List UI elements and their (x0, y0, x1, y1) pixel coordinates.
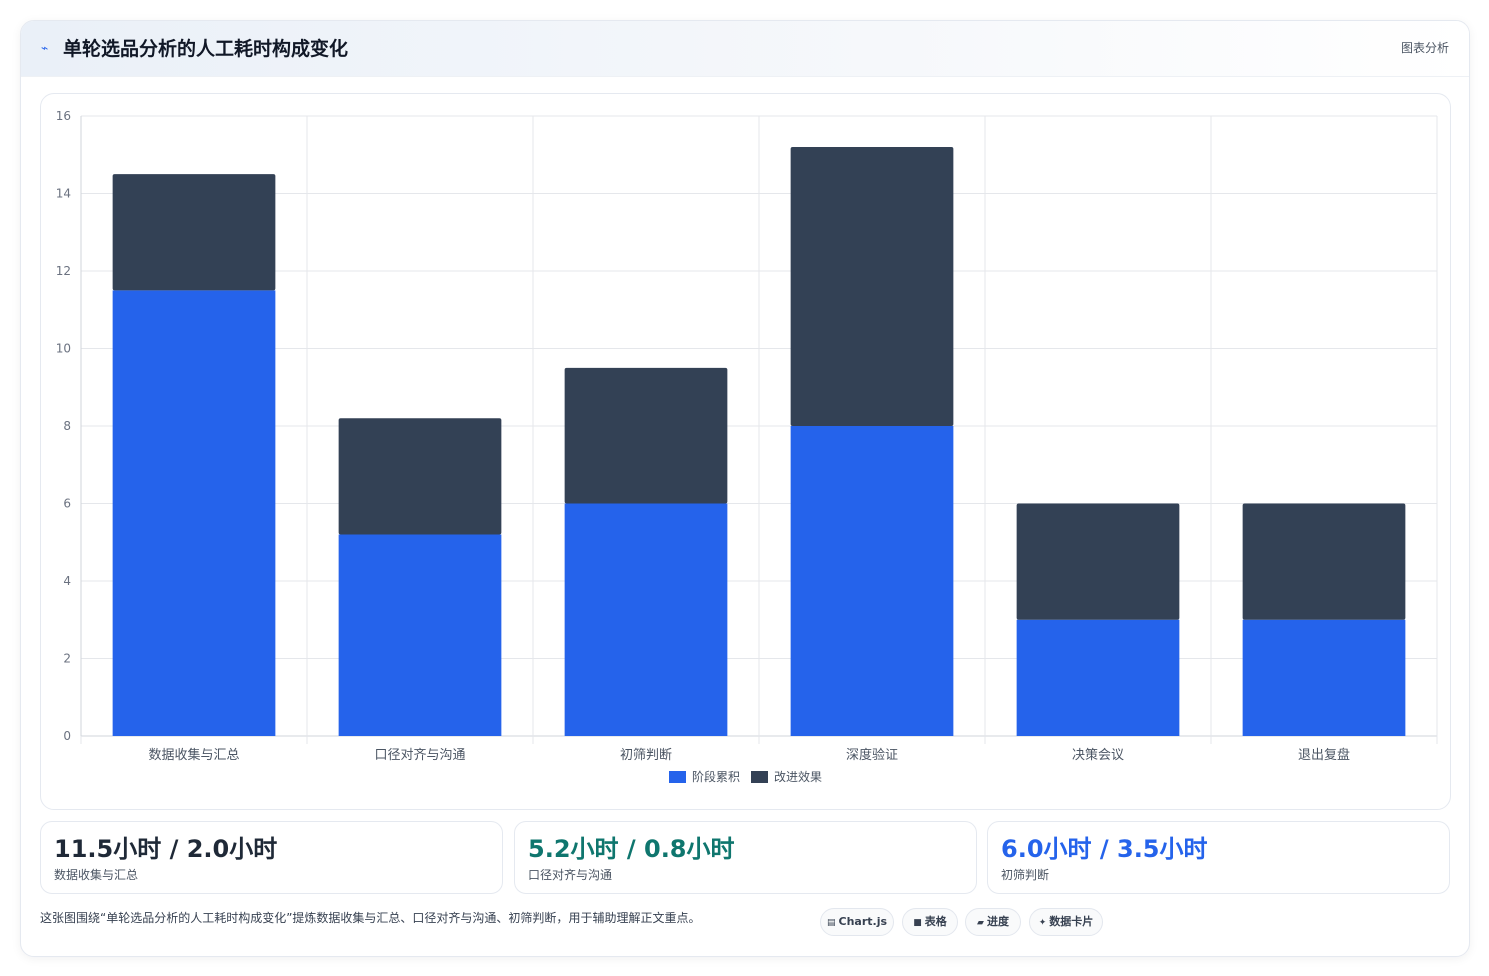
stat-label: 初筛判断 (1001, 868, 1050, 882)
stat-label: 口径对齐与沟通 (528, 868, 613, 882)
bar-segment (338, 534, 502, 736)
bar-segment (1016, 619, 1180, 736)
stat-label: 数据收集与汇总 (54, 868, 139, 882)
legend-swatch (669, 771, 686, 783)
bar-segment (564, 367, 728, 504)
stat-card-3: 6.0小时 / 3.5小时 初筛判断 (987, 821, 1450, 894)
chart-icon: ▤ (826, 918, 836, 928)
bar-segment (790, 147, 954, 426)
chip-data-card[interactable]: ✦ 数据卡片 (1029, 908, 1103, 936)
chip-label: 进度 (986, 915, 1009, 928)
chart-icon: ⌁ (41, 41, 49, 55)
legend-swatch (751, 771, 768, 783)
stat-card-1: 11.5小时 / 2.0小时 数据收集与汇总 (40, 821, 503, 894)
stat-value: 6.0小时 / 3.5小时 (1001, 835, 1208, 863)
y-tick-label: 2 (63, 652, 71, 666)
bar-segment (112, 290, 276, 736)
stat-value: 5.2小时 / 0.8小时 (528, 835, 735, 863)
stat-card-2: 5.2小时 / 0.8小时 口径对齐与沟通 (514, 821, 977, 894)
bar-segment (564, 503, 728, 736)
y-tick-label: 4 (63, 574, 71, 588)
x-tick-label: 口径对齐与沟通 (374, 747, 465, 763)
x-tick-label: 深度验证 (846, 747, 898, 763)
progress-icon: ▰ (977, 918, 984, 928)
y-tick-label: 12 (56, 264, 71, 278)
stat-value: 11.5小时 / 2.0小时 (54, 835, 278, 863)
sparkle-icon: ✦ (1038, 918, 1047, 928)
x-tick-label: 退出复盘 (1298, 747, 1350, 763)
chip-label: 表格 (924, 915, 947, 928)
chart-description: 这张图围绕“单轮选品分析的人工耗时构成变化”提炼数据收集与汇总、口径对齐与沟通、… (40, 911, 701, 925)
card-title: 单轮选品分析的人工耗时构成变化 (63, 38, 349, 60)
header-tag: 图表分析 (1400, 41, 1449, 55)
bar-segment (1242, 619, 1406, 736)
legend-label: 阶段累积 (692, 769, 740, 784)
x-tick-label: 数据收集与汇总 (148, 747, 239, 763)
legend-label: 改进效果 (774, 769, 822, 784)
y-tick-label: 10 (56, 342, 71, 356)
chip-progress[interactable]: ▰ 进度 (965, 908, 1021, 936)
card-header: ⌁ 单轮选品分析的人工耗时构成变化 图表分析 (21, 21, 1469, 77)
bar-segment (1016, 503, 1180, 620)
chip-label: Chart.js (838, 915, 888, 928)
bar-segment (790, 426, 954, 736)
bar-segment (338, 418, 502, 535)
y-tick-label: 6 (63, 497, 71, 511)
chart-card: ⌁ 单轮选品分析的人工耗时构成变化 图表分析 0 2 4 6 8 10 12 14 16 数据收集… (20, 20, 1470, 957)
y-tick-label: 16 (56, 109, 71, 123)
table-icon: ■ (913, 918, 922, 928)
x-tick-label: 决策会议 (1072, 747, 1124, 763)
bar-segment (1242, 503, 1406, 620)
y-tick-label: 14 (56, 187, 71, 201)
chip-chartjs[interactable]: ▤ Chart.js (820, 908, 894, 936)
chip-label: 数据卡片 (1049, 915, 1094, 928)
bar-segment (112, 174, 276, 291)
y-tick-label: 8 (63, 419, 71, 433)
x-tick-label: 初筛判断 (620, 748, 672, 763)
stacked-bar-chart: 0 2 4 6 8 10 12 14 16 数据收集与汇总 口径对齐与沟通 初筛判断 深度验证 决策会议 退… (56, 109, 1438, 784)
chip-table[interactable]: ■ 表格 (902, 908, 958, 936)
chart-container: 0 2 4 6 8 10 12 14 16 数据收集与汇总 口径对齐与沟通 初筛判断 深度验证 决策会议 退… (40, 93, 1451, 810)
y-tick-label: 0 (63, 729, 71, 743)
